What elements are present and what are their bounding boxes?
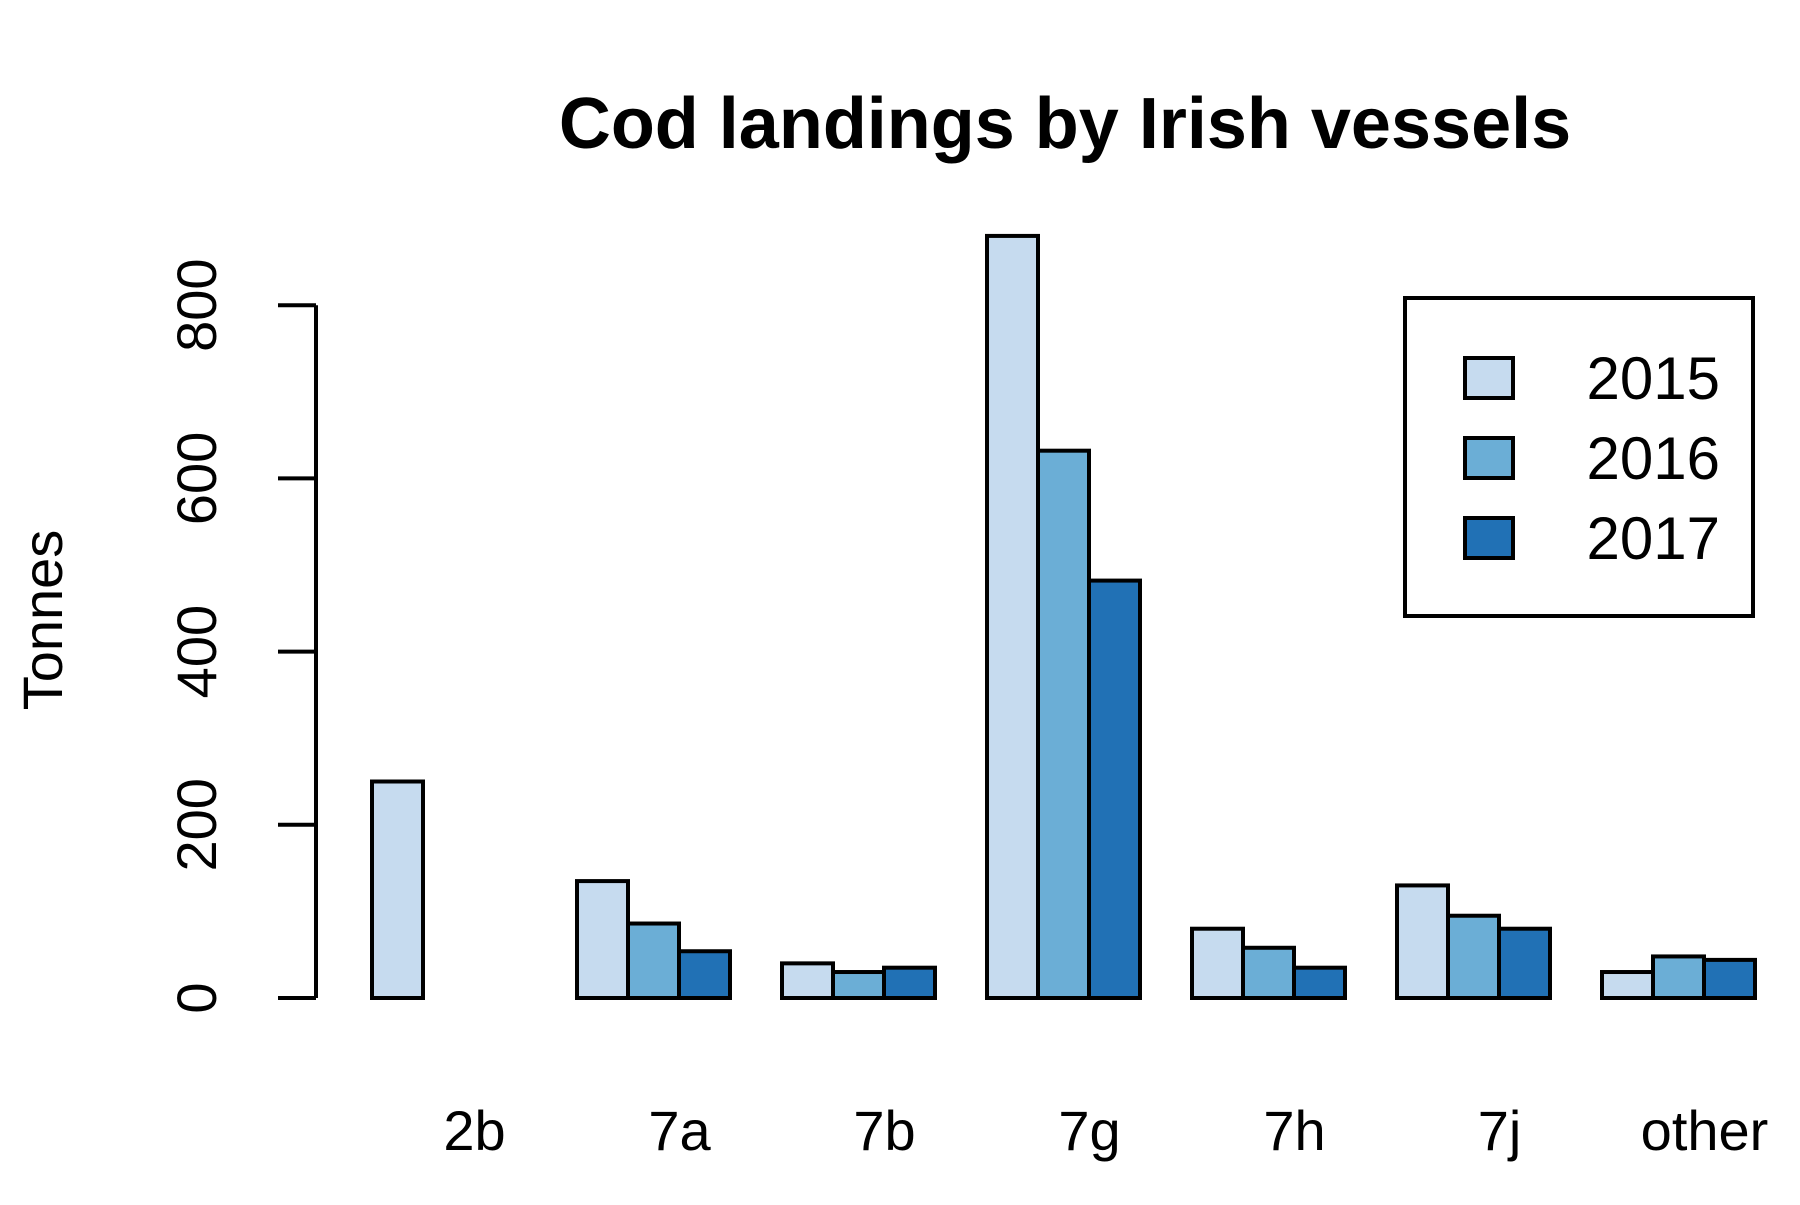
- bar-other-2015: [1600, 970, 1655, 1001]
- bar-other-2017: [1702, 957, 1757, 1000]
- bar-7b-2015: [780, 961, 835, 1000]
- y-tick-label-200: 200: [165, 778, 228, 871]
- y-axis-label: Tonnes: [11, 530, 74, 711]
- x-axis-labels: 2b 7a 7b 7g 7h 7j other: [443, 1099, 1768, 1162]
- x-label-2b: 2b: [443, 1099, 505, 1162]
- bar-other-2016: [1651, 954, 1706, 1001]
- legend-label-2015: 2015: [1587, 345, 1720, 412]
- bar-2b-2015: [370, 779, 425, 1000]
- legend: 2015 2016 2017: [1403, 296, 1755, 618]
- bar-7a-2017: [677, 949, 732, 1001]
- bar-7g-2017: [1087, 578, 1142, 1000]
- x-label-7j: 7j: [1478, 1099, 1522, 1162]
- legend-label-2016: 2016: [1587, 425, 1720, 492]
- bar-7j-2017: [1497, 926, 1552, 1000]
- bar-7g-2015: [985, 233, 1040, 1001]
- x-label-7a: 7a: [648, 1099, 711, 1162]
- legend-swatch-2015: [1463, 356, 1515, 400]
- y-tick-label-600: 600: [165, 432, 228, 525]
- y-tick-label-400: 400: [165, 605, 228, 698]
- x-label-7b: 7b: [853, 1099, 915, 1162]
- bar-7b-2017: [882, 965, 937, 1001]
- bar-7j-2015: [1395, 883, 1450, 1000]
- bar-7a-2016: [626, 921, 681, 1000]
- legend-label-2017: 2017: [1587, 505, 1720, 572]
- chart-title: Cod landings by Irish vessels: [559, 84, 1571, 164]
- y-axis: 0 200 400 600 800: [165, 258, 318, 1014]
- legend-swatch-2017: [1463, 516, 1515, 560]
- bar-7g-2016: [1036, 448, 1091, 1000]
- bar-7h-2017: [1292, 965, 1347, 1001]
- x-label-other: other: [1641, 1099, 1769, 1162]
- legend-swatch-2016: [1463, 436, 1515, 480]
- bar-7h-2015: [1190, 926, 1245, 1000]
- x-label-7h: 7h: [1263, 1099, 1325, 1162]
- bar-7h-2016: [1241, 945, 1296, 1000]
- x-label-7g: 7g: [1058, 1099, 1120, 1162]
- bar-7a-2015: [575, 879, 630, 1001]
- y-tick-label-0: 0: [165, 982, 228, 1013]
- bar-7j-2016: [1446, 913, 1501, 1000]
- y-tick-label-800: 800: [165, 258, 228, 351]
- bars: [370, 233, 1757, 1001]
- bar-7b-2016: [831, 970, 886, 1001]
